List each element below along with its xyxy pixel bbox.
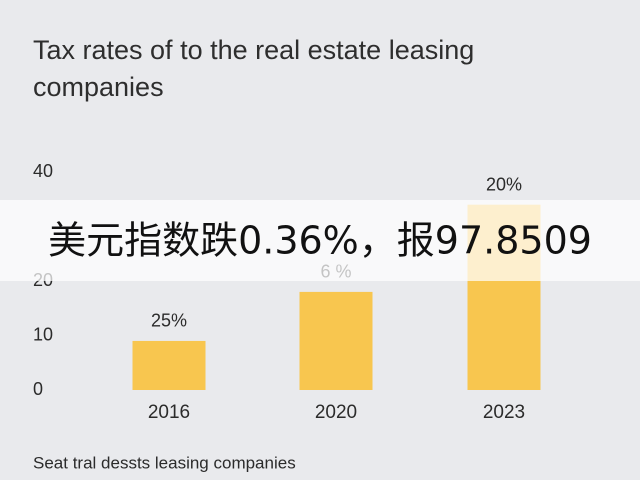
bar xyxy=(132,340,206,390)
banner-text: 美元指数跌0.36%，报97.8509 xyxy=(48,219,592,263)
x-tick-label: 2020 xyxy=(315,402,357,423)
bar xyxy=(299,291,373,390)
bar-annotation: 25% xyxy=(151,311,187,331)
caption: Seat tral dessts leasing companies xyxy=(33,453,296,472)
y-tick-label: 0 xyxy=(33,379,43,399)
y-tick-label: 10 xyxy=(33,324,53,344)
bar-annotation: 20% xyxy=(486,174,522,194)
banner xyxy=(0,200,640,281)
y-tick-label: 40 xyxy=(33,161,53,181)
x-tick-label: 2023 xyxy=(483,402,525,423)
chart-title: Tax rates of to the real estate leasing … xyxy=(33,35,475,102)
x-tick-label: 2016 xyxy=(148,402,190,423)
